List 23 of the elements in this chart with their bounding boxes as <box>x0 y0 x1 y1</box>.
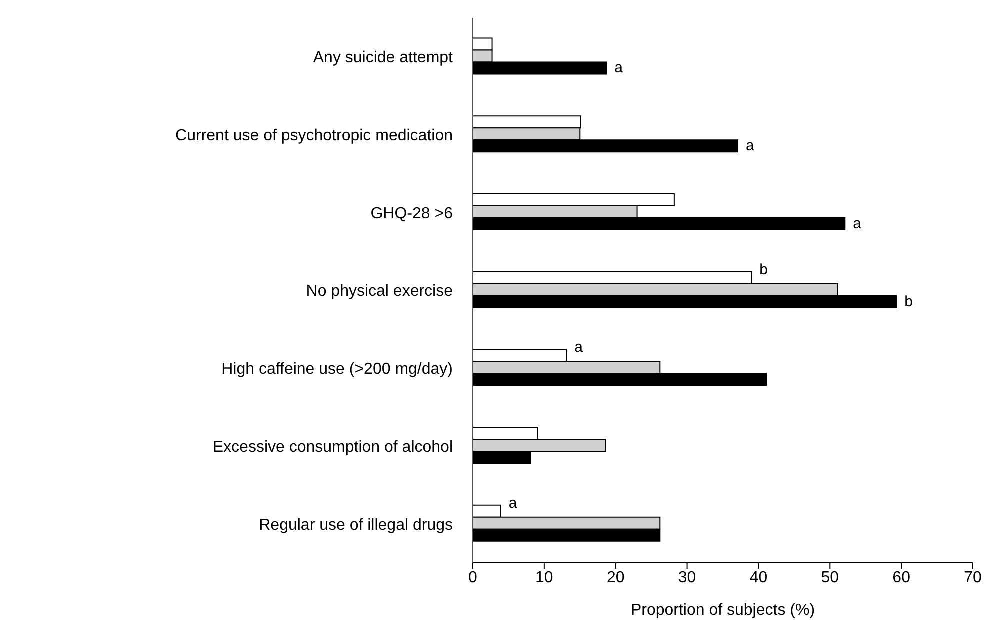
x-tick-label: 50 <box>821 569 840 586</box>
y-tick-label: Excessive consumption of alcohol <box>212 438 453 456</box>
x-tick-label: 60 <box>892 569 911 586</box>
annotation: a <box>574 339 584 356</box>
annotation: b <box>760 261 768 278</box>
x-tick-label: 20 <box>606 569 625 586</box>
y-tick-label: High caffeine use (>200 mg/day) <box>222 361 453 378</box>
x-tick-label: 40 <box>750 569 768 586</box>
annotation: a <box>614 60 624 77</box>
annotation: a <box>853 215 862 232</box>
y-tick-label: Current use of psychotropic medication <box>176 127 453 144</box>
annotation: a <box>746 138 755 155</box>
y-tick-label: No physical exercise <box>306 283 454 300</box>
annotation: b <box>904 293 913 310</box>
annotation: a <box>508 494 518 512</box>
y-tick-label: Any suicide attempt <box>313 50 454 67</box>
y-tick-label: GHQ-28 >6 <box>370 205 454 222</box>
x-axis-title: Proportion of subjects (%) <box>630 602 816 619</box>
x-tick-label: 0 <box>468 569 478 586</box>
y-tick-label: Regular use of illegal drugs <box>259 516 453 534</box>
x-tick-label: 30 <box>678 569 696 586</box>
x-tick-label: 10 <box>536 569 554 586</box>
x-tick-label: 70 <box>964 569 982 586</box>
